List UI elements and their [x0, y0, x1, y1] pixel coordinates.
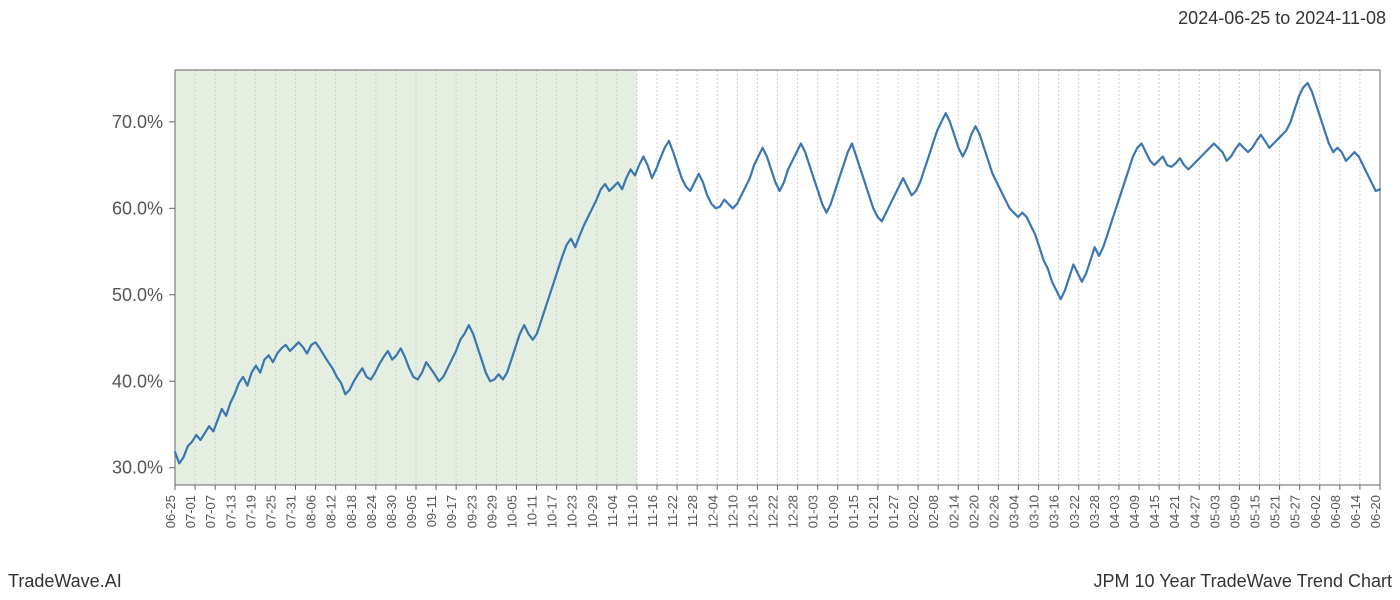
x-tick-label: 10-05	[504, 495, 519, 528]
x-tick-label: 03-22	[1067, 495, 1082, 528]
x-tick-label: 10-23	[565, 495, 580, 528]
x-tick-label: 05-09	[1227, 495, 1242, 528]
x-tick-label: 09-17	[444, 495, 459, 528]
x-tick-label: 10-29	[585, 495, 600, 528]
x-tick-label: 08-12	[324, 495, 339, 528]
x-tick-label: 05-03	[1207, 495, 1222, 528]
x-tick-label: 11-22	[665, 495, 680, 527]
x-tick-label: 04-15	[1147, 495, 1162, 528]
x-tick-label: 09-29	[484, 495, 499, 528]
brand-label: TradeWave.AI	[8, 571, 122, 592]
trend-chart: 30.0% 40.0% 50.0% 60.0% 70.0% 06-25 07-01 07-07…	[0, 40, 1400, 560]
x-tick-label: 10-11	[525, 495, 540, 527]
x-tick-label: 07-25	[263, 495, 278, 528]
x-tick-label: 09-05	[404, 495, 419, 528]
x-tick-label: 07-19	[243, 495, 258, 528]
y-tick-label: 60.0%	[112, 198, 163, 218]
x-tick-label: 06-20	[1368, 495, 1383, 528]
x-tick-label: 01-15	[846, 495, 861, 528]
chart-title: JPM 10 Year TradeWave Trend Chart	[1094, 571, 1393, 592]
x-tick-label: 05-21	[1268, 495, 1283, 528]
x-tick-label: 09-23	[464, 495, 479, 528]
x-tick-label: 01-21	[866, 495, 881, 528]
y-tick-label: 30.0%	[112, 458, 163, 478]
x-tick-label: 09-11	[424, 495, 439, 527]
x-tick-label: 10-17	[545, 495, 560, 528]
date-range-label: 2024-06-25 to 2024-11-08	[1178, 8, 1386, 29]
x-tick-label: 06-02	[1308, 495, 1323, 528]
x-tick-label: 07-31	[284, 495, 299, 528]
x-tick-label: 03-04	[1007, 495, 1022, 528]
x-tick-label: 02-14	[946, 495, 961, 528]
x-tick-label: 07-07	[203, 495, 218, 528]
x-tick-label: 03-28	[1087, 495, 1102, 528]
x-tick-label: 08-06	[304, 495, 319, 528]
x-tick-label: 12-22	[766, 495, 781, 528]
x-tick-label: 11-28	[685, 495, 700, 527]
x-tick-label: 11-10	[625, 495, 640, 527]
x-tick-label: 08-18	[344, 495, 359, 528]
y-tick-label: 70.0%	[112, 112, 163, 132]
x-tick-label: 12-16	[745, 495, 760, 528]
x-tick-label: 11-16	[645, 495, 660, 527]
x-tick-label: 08-24	[364, 495, 379, 528]
x-tick-label: 01-03	[806, 495, 821, 528]
x-tick-label: 07-13	[223, 495, 238, 528]
x-tick-label: 02-02	[906, 495, 921, 528]
x-tick-label: 05-15	[1248, 495, 1263, 528]
x-tick-label: 03-10	[1027, 495, 1042, 528]
x-tick-label: 01-27	[886, 495, 901, 528]
x-tick-label: 02-20	[966, 495, 981, 528]
x-tick-label: 12-10	[725, 495, 740, 528]
x-tick-label: 04-09	[1127, 495, 1142, 528]
x-tick-label: 08-30	[384, 495, 399, 528]
x-tick-label: 06-08	[1328, 495, 1343, 528]
x-tick-label: 05-27	[1288, 495, 1303, 528]
x-tick-label: 02-26	[986, 495, 1001, 528]
chart-container: 30.0% 40.0% 50.0% 60.0% 70.0% 06-25 07-01 07-07…	[0, 40, 1400, 560]
x-tick-label: 04-21	[1167, 495, 1182, 528]
x-tick-label: 12-04	[705, 495, 720, 528]
x-tick-label: 11-04	[605, 495, 620, 527]
x-tick-label: 02-08	[926, 495, 941, 528]
x-tick-label: 12-28	[786, 495, 801, 528]
y-tick-label: 50.0%	[112, 285, 163, 305]
x-tick-label: 04-03	[1107, 495, 1122, 528]
x-tick-label: 06-25	[163, 495, 178, 528]
highlight-band	[175, 70, 637, 485]
y-tick-label: 40.0%	[112, 371, 163, 391]
x-tick-label: 06-14	[1348, 495, 1363, 528]
x-tick-label: 01-09	[826, 495, 841, 528]
x-tick-label: 04-27	[1187, 495, 1202, 528]
x-tick-label: 07-01	[183, 495, 198, 528]
x-tick-label: 03-16	[1047, 495, 1062, 528]
